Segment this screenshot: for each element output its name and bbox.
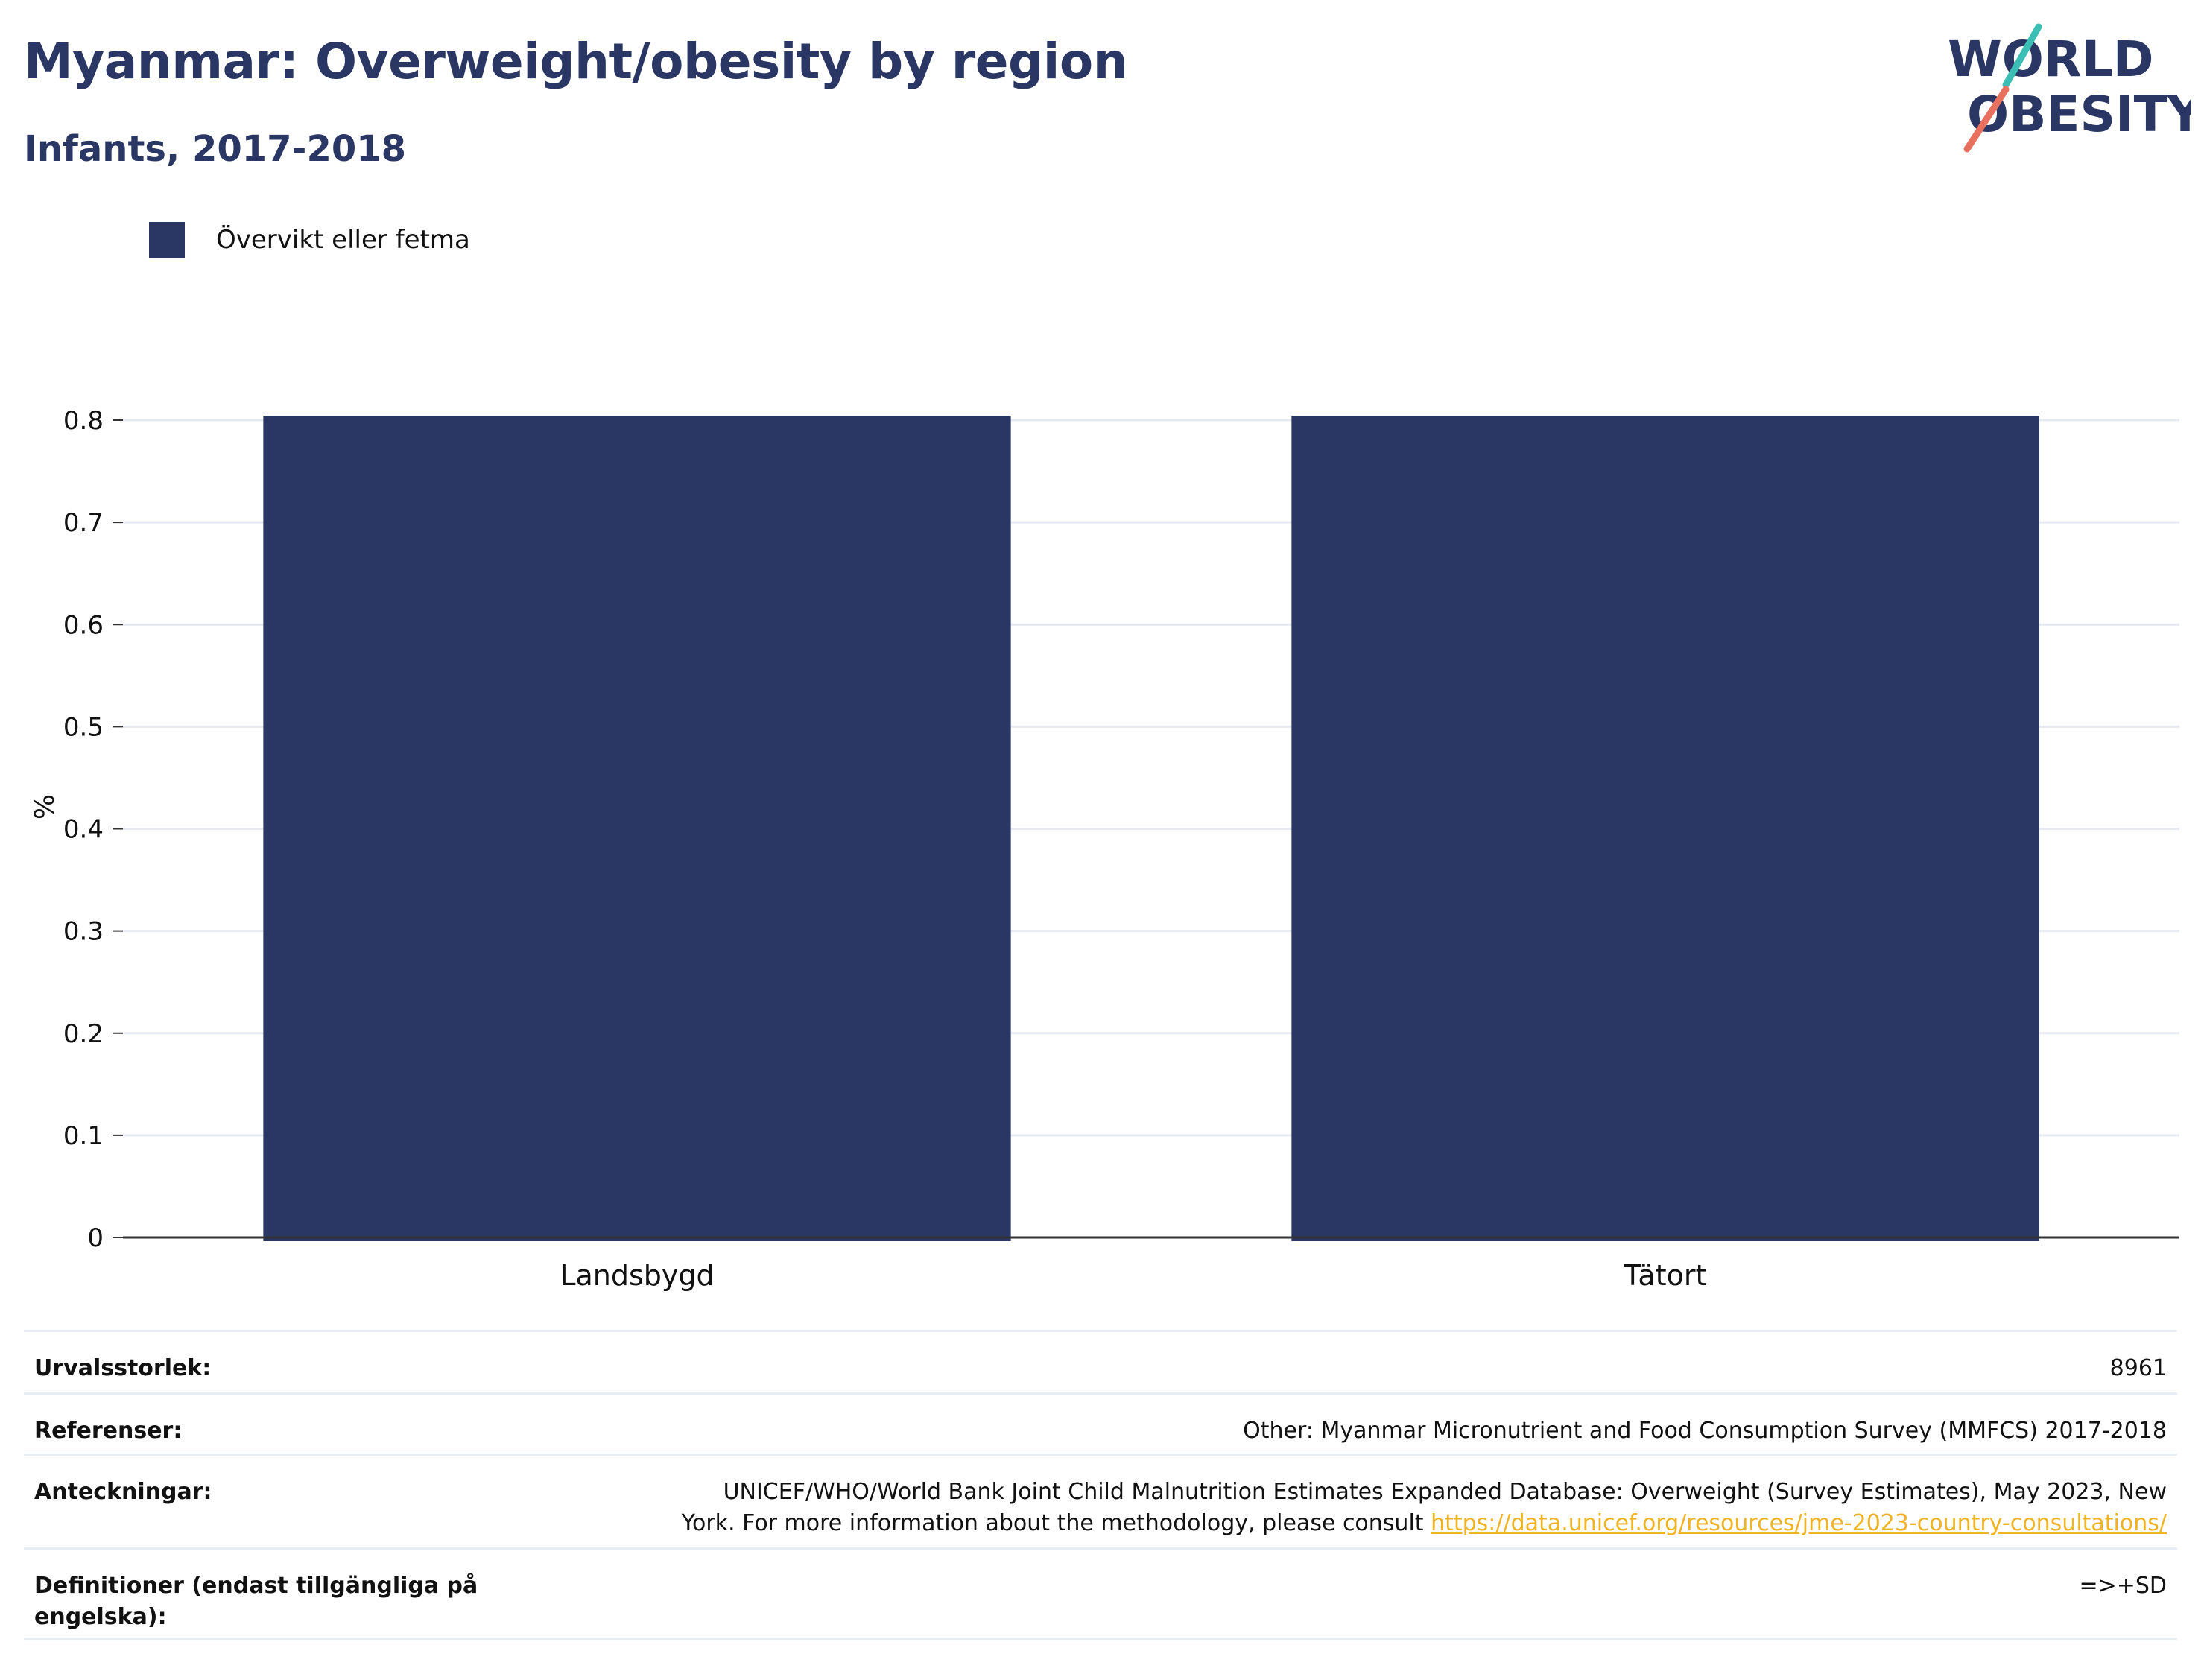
y-tick-label: 0.5 [63, 712, 104, 742]
y-tick-label: 0.4 [63, 815, 104, 845]
page-title: Myanmar: Overweight/obesity by region [24, 33, 1128, 90]
legend-label: Övervikt eller fetma [216, 225, 470, 255]
methodology-link[interactable]: https://data.unicef.org/resources/jme-20… [1431, 1510, 2167, 1536]
page-subtitle: Infants, 2017-2018 [24, 128, 407, 170]
logo-slash-teal [2002, 23, 2042, 89]
y-tick-label: 0.1 [63, 1121, 104, 1151]
y-axis-label: % [30, 794, 60, 820]
legend-swatch [149, 222, 185, 258]
info-row-sample-size: Urvalsstorlek: 8961 [24, 1330, 2177, 1392]
x-tick-label: Landsbygd [560, 1259, 714, 1292]
bar-chart: 0 0.1 0.2 0.3 0.4 0.5 0.6 0.7 0.8 Landsbygd Tätort… [30, 406, 2179, 1292]
references-label: Referenser: [34, 1418, 183, 1444]
notes-value: UNICEF/WHO/World Bank Joint Child Malnut… [682, 1477, 2167, 1539]
axes: 0 0.1 0.2 0.3 0.4 0.5 0.6 0.7 0.8 Landsbygd Tätort [63, 406, 2179, 1292]
chart-legend: Övervikt eller fetma [149, 222, 470, 258]
bar-tätort [1291, 416, 2039, 1241]
logo-text-world: WORLD [1948, 31, 2154, 88]
notes-label: Anteckningar: [34, 1479, 212, 1505]
notes-line-1: UNICEF/WHO/World Bank Joint Child Malnut… [723, 1479, 2167, 1505]
bars [263, 416, 2039, 1241]
definitions-label: Definitioner (endast tillgängliga på eng… [34, 1573, 478, 1630]
sample-size-label: Urvalsstorlek: [34, 1355, 212, 1381]
y-tick-label: 0.3 [63, 917, 104, 947]
x-tick-label: Tätort [1624, 1259, 1707, 1292]
y-tick-label: 0.6 [63, 610, 104, 640]
info-row-references: Referenser: Other: Myanmar Micronutrient… [24, 1392, 2177, 1454]
y-tick-label: 0.8 [63, 406, 104, 436]
y-tick-label: 0.2 [63, 1019, 104, 1049]
bar-landsbygd [263, 416, 1011, 1241]
y-tick-label: 0 [87, 1223, 104, 1253]
definitions-value: =>+SD [2079, 1573, 2167, 1599]
sample-size-value: 8961 [2109, 1355, 2167, 1381]
references-value: Other: Myanmar Micronutrient and Food Co… [1243, 1418, 2167, 1444]
info-table: Urvalsstorlek: 8961 Referenser: Other: M… [24, 1330, 2177, 1640]
y-tick-label: 0.7 [63, 508, 104, 538]
notes-line-2: York. For more information about the met… [681, 1510, 1424, 1536]
info-row-definitions: Definitioner (endast tillgängliga på eng… [24, 1547, 2177, 1640]
info-row-notes: Anteckningar: UNICEF/WHO/World Bank Join… [24, 1454, 2177, 1547]
world-obesity-logo: WORLD OBESITY [1948, 23, 2191, 153]
logo-slash-coral [1963, 86, 2010, 153]
